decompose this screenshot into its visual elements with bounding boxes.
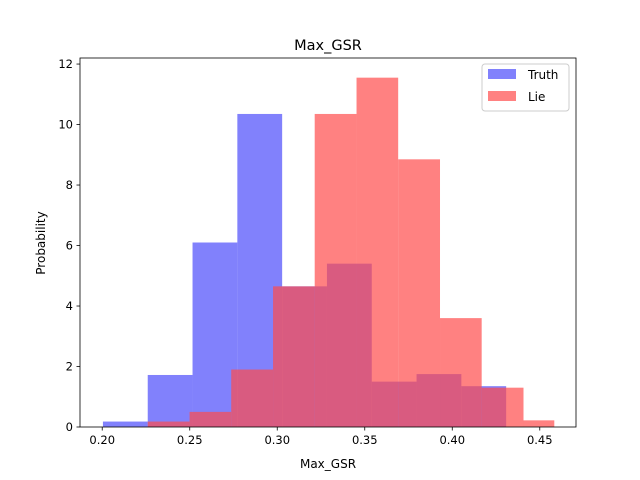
bar-lie-1 [189,411,232,427]
y-tick-label: 6 [66,239,73,253]
bar-lie-5 [356,77,399,427]
x-tick-label: 0.25 [177,433,203,447]
bar-lie-0 [147,421,190,427]
bar-truth-0 [102,421,148,427]
plot-frame [79,57,577,428]
bar-truth-2 [192,242,238,427]
bar-lie-4 [314,113,357,427]
x-tick-label: 0.30 [264,433,290,447]
legend-swatch-lie [488,91,516,101]
bar-lie-6 [398,159,441,427]
legend-swatch-truth [488,69,516,79]
bar-lie-8 [481,387,524,427]
legend-label-lie: Lie [528,90,545,104]
y-tick-label: 0 [66,420,73,434]
y-tick-label: 2 [66,360,73,374]
bars-layer [102,77,555,427]
legend-label-truth: Truth [527,68,558,82]
y-tick-label: 4 [66,299,73,313]
x-tick-label: 0.35 [352,433,378,447]
y-tick-label: 10 [58,118,73,132]
y-axis-label: Probability [34,211,48,274]
bar-lie-7 [440,318,482,427]
x-axis-label: Max_GSR [300,457,356,471]
x-tick-label: 0.45 [527,433,553,447]
x-tick-label: 0.20 [89,433,115,447]
y-tick-label: 8 [66,178,73,192]
axes-layer: 0.20 0.25 0.30 0.35 0.40 0.45 0 2 4 6 8 10 12 [58,57,577,447]
y-tick-label: 12 [58,57,73,71]
bar-lie-2 [231,369,274,427]
bar-truth-1 [147,374,193,427]
bar-lie-9 [523,420,555,427]
legend: Truth Lie [481,63,570,112]
x-tick-label: 0.40 [439,433,465,447]
chart-title: Max_GSR [294,38,362,54]
bar-lie-3 [273,286,315,427]
